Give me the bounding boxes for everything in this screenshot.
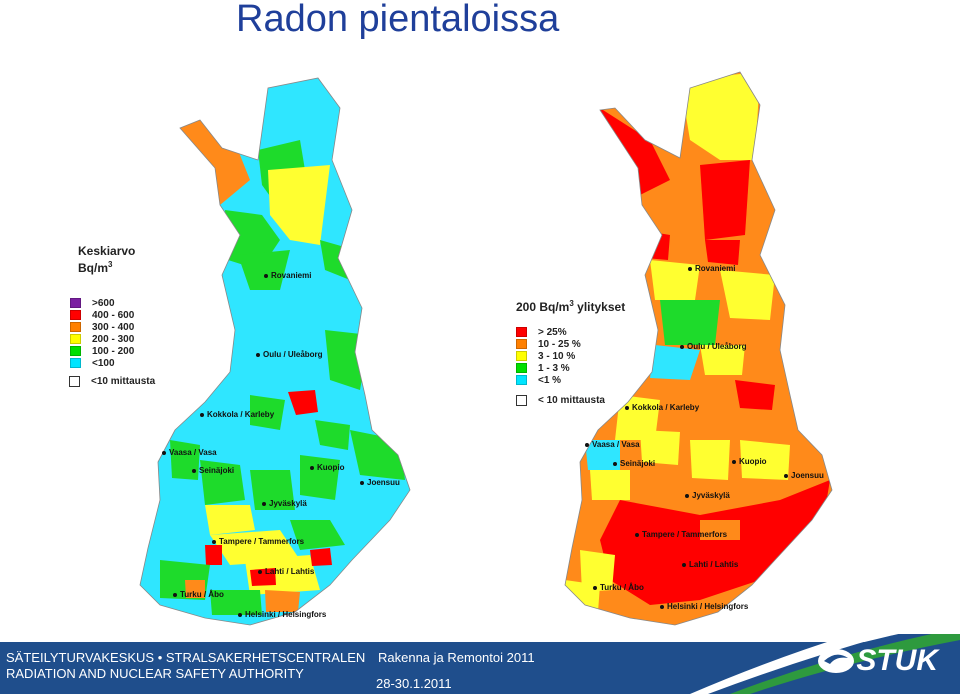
color-swatch [70,334,81,344]
city-jyvaskyla-right: Jyväskylä [685,491,730,500]
city-turku-right: Turku / Åbo [593,583,644,592]
right-legend-empty-label: < 10 mittausta [538,394,605,406]
right-legend-label: 1 - 3 % [538,362,570,374]
city-tampere-right: Tampere / Tammerfors [635,530,727,539]
right-legend-item: 1 - 3 % [516,362,625,374]
right-legend-label: 10 - 25 % [538,338,581,350]
city-joensuu-left: Joensuu [360,478,400,487]
left-legend-unit-sup: 3 [108,260,113,269]
event-dates: 28-30.1.2011 [376,676,452,691]
left-legend-item: 100 - 200 [70,345,155,357]
org-line-1: SÄTEILYTURVAKESKUS • STRALSAKERHETSCENTR… [6,650,366,665]
color-swatch [70,322,81,332]
right-legend-title: 200 Bq/m [516,300,570,314]
city-kuopio-left: Kuopio [310,463,345,472]
city-oulu-left: Oulu / Uleåborg [256,350,323,359]
city-tampere-left: Tampere / Tammerfors [212,537,304,546]
left-legend-label: 200 - 300 [92,333,135,345]
city-helsinki-right: Helsinki / Helsingfors [660,602,748,611]
right-legend-item: <1 % [516,374,625,386]
color-swatch [70,298,81,308]
city-kokkola-right: Kokkola / Karleby [625,403,699,412]
right-legend-unit-sup: 3 [569,299,574,308]
left-legend-item: 200 - 300 [70,333,155,345]
color-swatch [70,310,81,320]
stuk-logo-text: STUK [856,644,938,677]
city-helsinki-left: Helsinki / Helsingfors [238,610,326,619]
stuk-emblem-icon [818,649,855,673]
left-legend-item: >600 [70,297,155,309]
city-seinajoki-left: Seinäjoki [192,466,234,475]
right-legend-label: > 25% [538,326,567,338]
city-lahti-right: Lahti / Lahtis [682,560,738,569]
left-legend-label: 400 - 600 [92,309,135,321]
color-swatch [516,327,527,337]
left-legend-label: 100 - 200 [92,345,135,357]
color-swatch [70,358,81,368]
city-rovaniemi-right: Rovaniemi [688,264,735,273]
stripe-white [690,634,892,694]
color-swatch [516,351,527,361]
radon-maps [139,71,833,626]
city-oulu-right: Oulu / Uleåborg [680,342,747,351]
event-name: Rakenna ja Remontoi 2011 [378,650,535,665]
color-swatch [516,339,527,349]
city-joensuu-right: Joensuu [784,471,824,480]
left-legend-empty-label: <10 mittausta [91,375,156,387]
color-swatch [516,363,527,373]
left-legend-unit: Bq/m [78,261,108,275]
right-legend-empty: < 10 mittausta [516,394,625,406]
right-legend-title-suffix: ylitykset [577,300,626,314]
city-rovaniemi-left: Rovaniemi [264,271,311,280]
page-title: Radon pientaloissa [236,0,560,40]
empty-swatch [516,394,527,406]
city-kuopio-right: Kuopio [732,457,767,466]
left-outline [139,77,411,626]
left-legend-item: 300 - 400 [70,321,155,333]
right-legend-label: 3 - 10 % [538,350,576,362]
left-legend-title: Keskiarvo [78,244,136,258]
left-legend-item: <100 [70,357,155,369]
stuk-logo: STUK [816,644,938,678]
left-legend-label: 300 - 400 [92,321,135,333]
org-line-2: RADIATION AND NUCLEAR SAFETY AUTHORITY [6,666,304,681]
city-seinajoki-right: Seinäjoki [613,459,655,468]
right-legend-item: 3 - 10 % [516,350,625,362]
left-legend-label: <100 [92,357,115,369]
color-swatch [516,375,527,385]
right-legend-item: 10 - 25 % [516,338,625,350]
color-swatch [70,346,81,356]
city-jyvaskyla-left: Jyväskylä [262,499,307,508]
right-outline [564,71,833,626]
left-legend: Keskiarvo Bq/m3 >600 400 - 600 300 - 400 20… [69,244,155,387]
left-legend-item: 400 - 600 [70,309,155,321]
city-vaasa-right: Vaasa / Vasa [585,440,640,449]
right-legend-item: > 25% [516,326,625,338]
right-legend: 200 Bq/m3 ylitykset > 25% 10 - 25 % 3 - 10… [516,297,625,406]
left-legend-empty: <10 mittausta [69,375,155,387]
city-lahti-left: Lahti / Lahtis [258,567,314,576]
empty-swatch [69,375,80,387]
right-legend-label: <1 % [538,374,562,386]
left-legend-label: >600 [92,297,115,309]
city-kokkola-left: Kokkola / Karleby [200,410,274,419]
city-vaasa-left: Vaasa / Vasa [162,448,217,457]
city-turku-left: Turku / Åbo [173,590,224,599]
